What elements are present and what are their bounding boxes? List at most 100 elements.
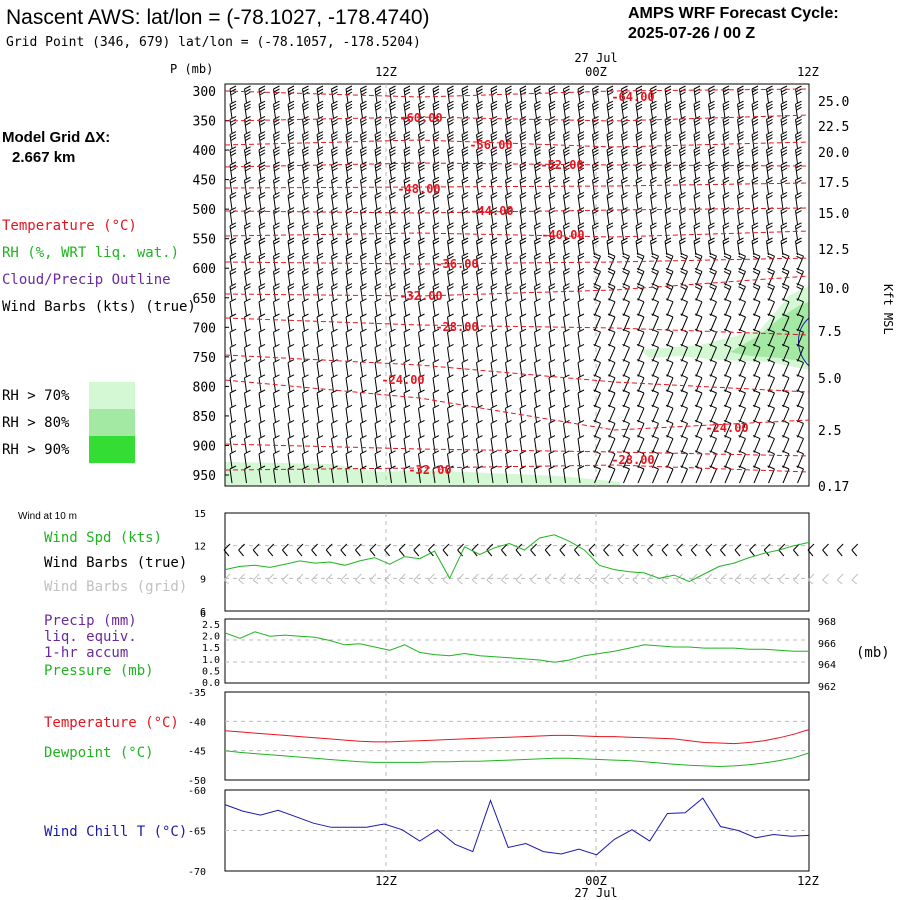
wind-barb: [694, 374, 703, 392]
rh-swatch: [89, 409, 135, 436]
wind-barb: [229, 328, 237, 347]
wind-barb: [607, 267, 616, 286]
wind-barb-grid: [530, 573, 537, 585]
wind-barb: [534, 328, 541, 347]
wind-barb: [490, 328, 498, 347]
wind-barb: [738, 298, 746, 316]
wind-barb: [476, 207, 483, 225]
wind-barb: [534, 298, 541, 316]
wind-barb: [302, 237, 309, 256]
wind-barb: [273, 85, 280, 104]
wind-barb: [781, 313, 790, 332]
wind-barb: [461, 283, 469, 301]
wind-barb: [519, 328, 527, 347]
wind-barb: [795, 161, 802, 180]
wind-barb: [302, 207, 309, 225]
wind-barb: [258, 404, 266, 423]
wind-barb: [680, 374, 688, 392]
wind-barb: [593, 328, 601, 347]
wind-barb: [548, 161, 556, 180]
wind-barb: [781, 359, 790, 377]
wind-barb: [505, 222, 512, 240]
wind-barb: [738, 450, 746, 468]
wind-barb: [258, 207, 266, 225]
wind-barb: [694, 389, 703, 408]
wind-barb: [447, 313, 454, 332]
wind-barb: [447, 389, 454, 408]
wind-barb: [563, 298, 570, 316]
wind-barb: [476, 313, 483, 332]
wind-barb: [621, 191, 628, 210]
wind-barb: [680, 465, 688, 484]
wind-barb: [636, 252, 645, 271]
wind-barb: [403, 374, 411, 392]
wind-barb: [796, 283, 804, 301]
wind-barb: [389, 85, 396, 104]
wind-barb: [548, 146, 556, 164]
isotherm-label: -40.00: [541, 228, 584, 242]
wind-barb-grid: [428, 573, 435, 585]
wind-barb: [447, 328, 454, 347]
height-tick-label: 12.5: [818, 243, 849, 258]
wind-barb: [722, 161, 730, 180]
precip-tick-label: 2.5: [202, 620, 220, 631]
wind-barb: [593, 298, 601, 316]
wind-barb: [636, 267, 645, 286]
wind-barb: [316, 207, 324, 225]
wind-barb: [708, 207, 715, 225]
wind-barb: [229, 146, 237, 164]
wind-barb: [767, 328, 775, 347]
wind-barb: [780, 85, 788, 104]
wind-barb: [505, 267, 512, 286]
wind-barb: [650, 131, 657, 149]
wind-barb: [331, 207, 338, 225]
wind-barb: [781, 404, 790, 423]
profile-frame: [224, 83, 810, 487]
wind-barb: [577, 298, 585, 316]
wind-barb: [316, 298, 324, 316]
wind-barb-grid: [793, 573, 800, 585]
wind-barb: [360, 298, 367, 316]
wind-barb: [258, 252, 266, 271]
wind-barb: [418, 328, 425, 347]
wind-barb: [708, 222, 715, 240]
wind-barb: [476, 85, 483, 104]
wind-barb: [302, 343, 309, 362]
wind-barb: [389, 222, 396, 240]
wind-barb: [621, 237, 628, 256]
wind-barb: [636, 419, 645, 438]
wind-barb: [389, 207, 396, 225]
wind-barb: [360, 161, 367, 180]
temp-tick-label: -40: [188, 717, 206, 728]
dewpoint-label: Dewpoint (°C): [44, 745, 154, 761]
wind-barb: [273, 161, 280, 180]
wind-barb: [432, 131, 440, 149]
wind-barb: [622, 283, 630, 301]
wind-barb: [650, 115, 657, 134]
wind-barb: [723, 252, 732, 271]
wind-barb: [476, 435, 483, 453]
wind-barb: [316, 389, 324, 408]
wind-barb: [606, 222, 614, 240]
wind-barb: [273, 404, 280, 423]
wind-barb: [693, 191, 701, 210]
wind-barb-true: [252, 543, 260, 557]
wind-barb: [577, 343, 585, 362]
wind-barb: [592, 222, 599, 240]
wind-barb: [680, 435, 688, 453]
isotherm: [224, 275, 810, 297]
wind-barb: [708, 146, 715, 164]
wind-barb: [622, 359, 630, 377]
wind-barb: [607, 343, 616, 362]
wind-barb: [461, 191, 469, 210]
wind-barb: [229, 298, 237, 316]
wind-barb: [389, 298, 396, 316]
wind-barb: [302, 252, 309, 271]
wind-barb: [476, 161, 483, 180]
wind-barb: [287, 176, 295, 195]
wind-barb: [403, 283, 411, 301]
wind-barb: [709, 343, 717, 362]
wind-barb: [563, 404, 570, 423]
wind-barb: [331, 252, 338, 271]
wind-barb: [490, 283, 498, 301]
